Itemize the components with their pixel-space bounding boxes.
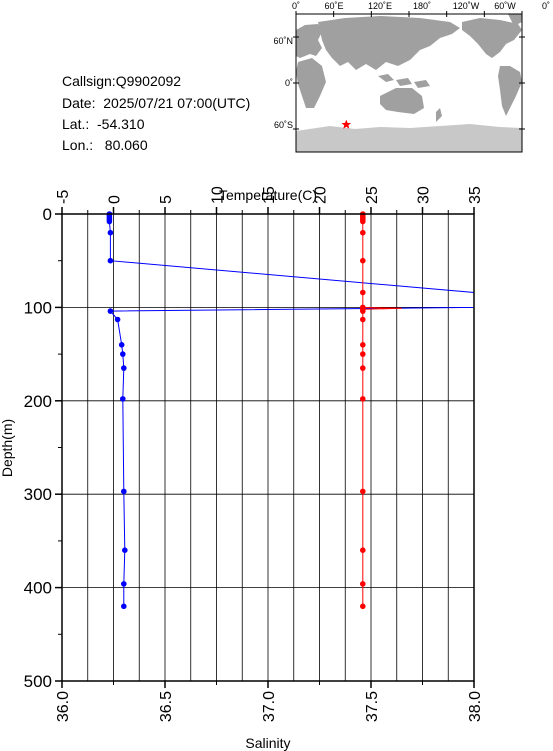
salinity-data-point: [360, 218, 366, 225]
salinity-tick-label: 38.0: [467, 691, 484, 722]
plot-series: [106, 211, 475, 610]
temperature-tick-label: 30: [416, 186, 433, 204]
temperature-axis-label: Temperature(C): [219, 187, 317, 203]
depth-tick-label: 100: [24, 298, 52, 317]
temperature-data-point: [114, 316, 121, 323]
map-lat-label: 60˚N: [273, 36, 293, 46]
temperature-data-point: [118, 342, 125, 348]
antarctica-land: [296, 124, 522, 152]
salinity-data-point: [360, 308, 366, 314]
latitude-text: Lat.: -54.310: [62, 116, 145, 132]
temperature-data-point: [107, 308, 114, 314]
temperature-data-point: [107, 229, 114, 236]
asia-land: [318, 16, 460, 70]
temperature-tick-label: 35: [467, 186, 484, 204]
temperature-data-point: [121, 365, 127, 371]
temperature-data-point: [120, 396, 126, 402]
depth-tick-label: 0: [43, 205, 52, 224]
north-america-land: [462, 18, 522, 58]
indonesia-land: [378, 74, 430, 88]
station-marker-star: [341, 119, 351, 129]
temperature-tick-label: 10: [210, 186, 227, 204]
map-lat-labels: 60˚N 0˚ 60˚S: [273, 36, 293, 130]
date-text: Date: 2025/07/21 07:00(UTC): [62, 95, 251, 111]
africa-europe-land: [296, 24, 326, 108]
temperature-data-point: [107, 257, 114, 264]
map-lon-label: 0˚: [542, 1, 550, 11]
depth-tick-label: 300: [24, 485, 52, 504]
salinity-data-point: [360, 342, 366, 348]
temperature-data-point: [120, 351, 126, 357]
greenland-land: [508, 14, 522, 26]
new-zealand-land: [436, 108, 442, 122]
map-lon-label: 120˚E: [368, 1, 392, 11]
depth-tick-label: 500: [24, 672, 52, 691]
salinity-data-point: [360, 351, 366, 357]
map-lat-label: 0˚: [285, 78, 293, 88]
salinity-axis-label: Salinity: [245, 735, 290, 751]
map-lon-labels: 0˚ 60˚E 120˚E 180˚ 120˚W 60˚W 0˚: [292, 1, 550, 11]
callsign-text: Callsign:Q9902092: [62, 73, 182, 89]
plot-ticks: [55, 207, 475, 688]
salinity-data-point: [360, 603, 366, 610]
salinity-data-point: [360, 316, 366, 323]
temperature-data-point: [121, 488, 127, 495]
salinity-data-point: [360, 488, 366, 495]
temperature-tick-label: 15: [261, 186, 278, 204]
map-lon-label: 60˚E: [324, 1, 343, 11]
salinity-data-point: [360, 257, 366, 264]
temperature-data-point: [121, 581, 127, 587]
map-frame-ticks: [293, 11, 525, 130]
salinity-data-point: [360, 289, 366, 296]
salinity-data-point: [360, 581, 366, 587]
temperature-tick-label: 20: [313, 186, 330, 204]
australia-land: [380, 88, 424, 114]
map-lon-label: 0˚: [292, 1, 300, 11]
temperature-tick-label: 25: [364, 186, 381, 204]
temperature-tick-label: -5: [55, 190, 72, 204]
temperature-tick-label: 5: [158, 195, 175, 204]
temperature-data-point: [106, 218, 113, 225]
salinity-tick-label: 37.0: [261, 691, 278, 722]
south-america-land: [498, 66, 522, 116]
salinity-data-point: [360, 547, 366, 553]
depth-tick-label: 400: [24, 579, 52, 598]
map-lat-label: 60˚S: [274, 120, 293, 130]
temperature-data-point: [121, 603, 127, 610]
salinity-data-point: [360, 396, 366, 402]
depth-tick-label: 200: [24, 392, 52, 411]
map-lon-label: 60˚W: [494, 1, 516, 11]
salinity-data-point: [360, 365, 366, 371]
map-lon-label: 120˚W: [453, 1, 480, 11]
map-lon-label: 180˚: [413, 1, 431, 11]
salinity-tick-label: 37.5: [364, 691, 381, 722]
location-map: 0˚ 60˚E 120˚E 180˚ 120˚W 60˚W 0˚ 60˚N 0˚…: [273, 1, 550, 153]
salinity-data-point: [360, 229, 366, 236]
temperature-tick-label: 0: [107, 195, 124, 204]
salinity-tick-label: 36.5: [158, 691, 175, 722]
depth-axis-label: Depth(m): [0, 419, 15, 477]
salinity-tick-label: 36.0: [55, 691, 72, 722]
temperature-data-point: [122, 547, 128, 553]
longitude-text: Lon.: 80.060: [62, 137, 148, 153]
